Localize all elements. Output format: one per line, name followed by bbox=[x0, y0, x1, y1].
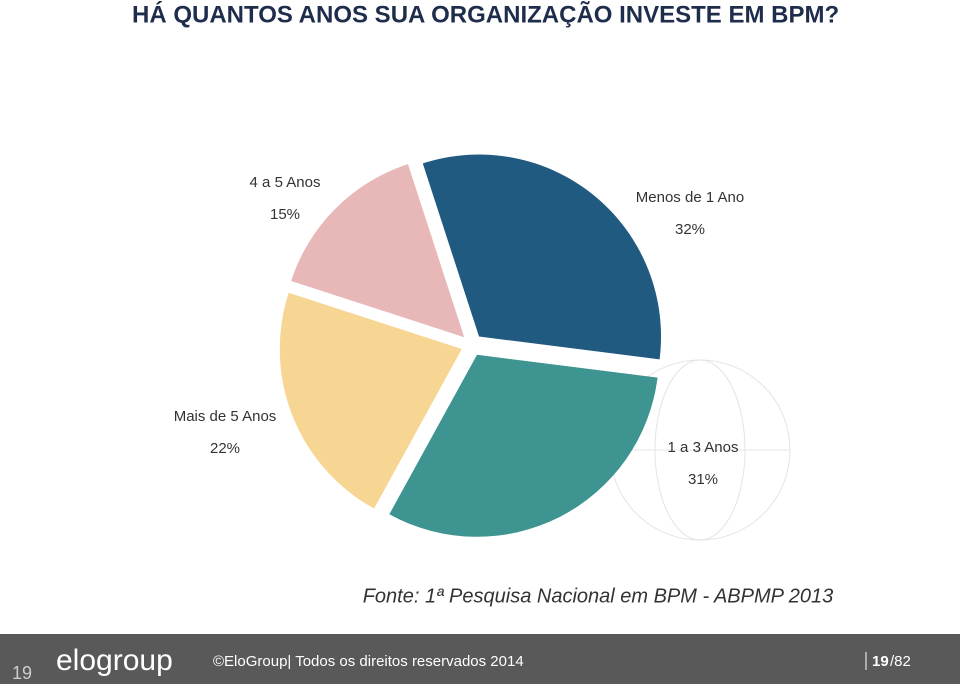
value-label: 15% bbox=[270, 206, 300, 223]
value-label: 31% bbox=[688, 471, 718, 488]
chart-title: HÁ QUANTOS ANOS SUA ORGANIZAÇÃO INVESTE … bbox=[132, 0, 839, 28]
pie-slice bbox=[279, 292, 462, 509]
pie: Menos de 1 Ano 32% 1 a 3 Anos 31% Mais de 5 … bbox=[174, 154, 744, 537]
pie-slice bbox=[291, 164, 465, 338]
slice-label: Mais de 5 Anos bbox=[174, 408, 277, 425]
copyright: ©EloGroup| Todos os direitos reservados … bbox=[213, 653, 524, 670]
slice-label: 1 a 3 Anos bbox=[668, 439, 739, 456]
page: 19 bbox=[872, 653, 889, 670]
value-label: 32% bbox=[675, 221, 705, 238]
slice-label: 4 a 5 Anos bbox=[250, 174, 321, 191]
slide-number: 19 bbox=[12, 663, 32, 683]
pie-slice bbox=[389, 354, 658, 537]
source: Fonte: 1ª Pesquisa Nacional em BPM - ABP… bbox=[363, 585, 834, 607]
pie-slice bbox=[422, 154, 662, 360]
page-total: /82 bbox=[890, 653, 911, 670]
footer-bar bbox=[0, 634, 960, 684]
slice-label: Menos de 1 Ano bbox=[636, 189, 744, 206]
value-label: 22% bbox=[210, 440, 240, 457]
logo: elogroup bbox=[56, 644, 173, 677]
